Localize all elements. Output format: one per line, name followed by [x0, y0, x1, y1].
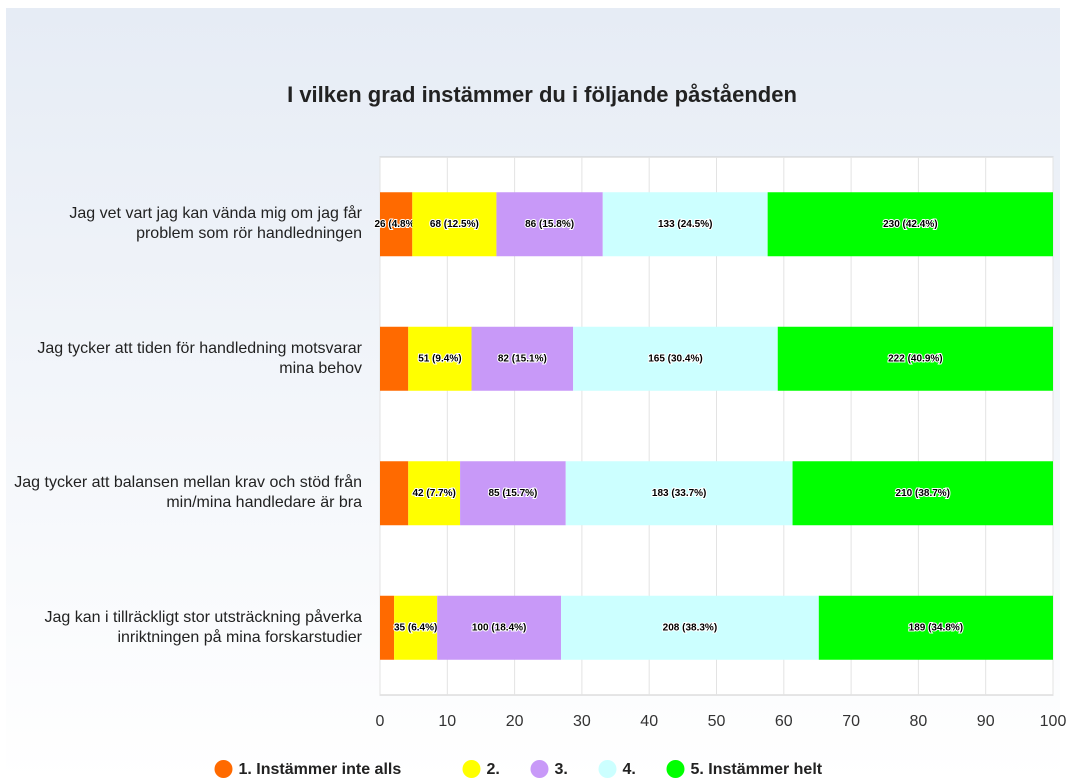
- y-tick-label: Jag vet vart jag kan vända mig om jag få…: [69, 205, 362, 243]
- data-label: 133 (24.5%): [658, 219, 712, 230]
- x-tick-label: 10: [438, 713, 456, 730]
- y-tick-label: Jag kan i tillräckligt stor utsträckning…: [44, 608, 362, 646]
- legend-label: 5. Instämmer helt: [691, 761, 823, 778]
- data-label: 165 (30.4%): [648, 353, 702, 364]
- bar-segment: [412, 192, 497, 257]
- y-tick-label: Jag tycker att balansen mellan krav och …: [14, 474, 362, 512]
- x-tick-label: 20: [506, 713, 524, 730]
- category-label-box: Jag tycker att balansen mellan krav och …: [14, 474, 362, 512]
- bar-segment: [380, 461, 409, 526]
- bar-segment: [777, 326, 1053, 391]
- bar-segment: [380, 595, 395, 660]
- bar-segment: [394, 595, 438, 660]
- data-label: 51 (9.4%): [418, 353, 461, 364]
- data-label: 230 (42.4%): [883, 219, 937, 230]
- legend-marker: [666, 760, 685, 778]
- x-tick-label: 100: [1040, 713, 1066, 730]
- bar-segment: [818, 595, 1053, 660]
- category-label-box: Jag kan i tillräckligt stor utsträckning…: [44, 608, 362, 646]
- bar-segment: [792, 461, 1053, 526]
- bar-segment: [460, 461, 566, 526]
- chart-title: I vilken grad instämmer du i följande på…: [287, 82, 797, 107]
- x-tick-label: 70: [842, 713, 860, 730]
- legend-label: 2.: [487, 761, 500, 778]
- x-tick-label: 90: [977, 713, 995, 730]
- legend-marker: [214, 760, 233, 778]
- bar-segment: [408, 461, 461, 526]
- bar-segment: [471, 326, 574, 391]
- x-tick-label: 80: [910, 713, 928, 730]
- bar-segment: [573, 326, 778, 391]
- x-tick-label: 50: [708, 713, 726, 730]
- bar-segment: [767, 192, 1053, 257]
- data-label: 222 (40.9%): [888, 353, 942, 364]
- data-label: 42 (7.7%): [412, 488, 455, 499]
- x-tick-label: 60: [775, 713, 793, 730]
- legend-marker: [530, 760, 549, 778]
- data-label: 100 (18.4%): [472, 622, 526, 633]
- data-label: 86 (15.8%): [525, 219, 574, 230]
- data-label: 35 (6.4%): [394, 622, 437, 633]
- data-label: 208 (38.3%): [663, 622, 717, 633]
- data-label: 26 (4.8%): [374, 219, 417, 230]
- legend-label: 1. Instämmer inte alls: [239, 761, 402, 778]
- bar-segment: [380, 192, 413, 257]
- data-label: 85 (15.7%): [488, 488, 537, 499]
- data-label: 189 (34.8%): [909, 622, 963, 633]
- y-tick-label: Jag tycker att tiden för handledning mot…: [37, 339, 362, 377]
- bar-segment: [561, 595, 819, 660]
- bar-segment: [602, 192, 768, 257]
- data-label: 183 (33.7%): [652, 488, 706, 499]
- bar-segment: [496, 192, 603, 257]
- legend-marker: [598, 760, 617, 778]
- x-tick-label: 40: [640, 713, 658, 730]
- data-label: 68 (12.5%): [430, 219, 479, 230]
- x-tick-label: 0: [376, 713, 385, 730]
- bar-segment: [380, 326, 409, 391]
- bar-segment: [565, 461, 793, 526]
- category-label-box: Jag tycker att tiden för handledning mot…: [37, 339, 362, 377]
- x-tick-label: 30: [573, 713, 591, 730]
- legend-marker: [462, 760, 481, 778]
- bar-segment: [437, 595, 562, 660]
- legend-label: 4.: [623, 761, 636, 778]
- legend-label: 3.: [555, 761, 568, 778]
- bar-segment: [408, 326, 472, 391]
- data-label: 82 (15.1%): [498, 353, 547, 364]
- data-label: 210 (38.7%): [896, 488, 950, 499]
- category-label-box: Jag vet vart jag kan vända mig om jag få…: [69, 205, 362, 243]
